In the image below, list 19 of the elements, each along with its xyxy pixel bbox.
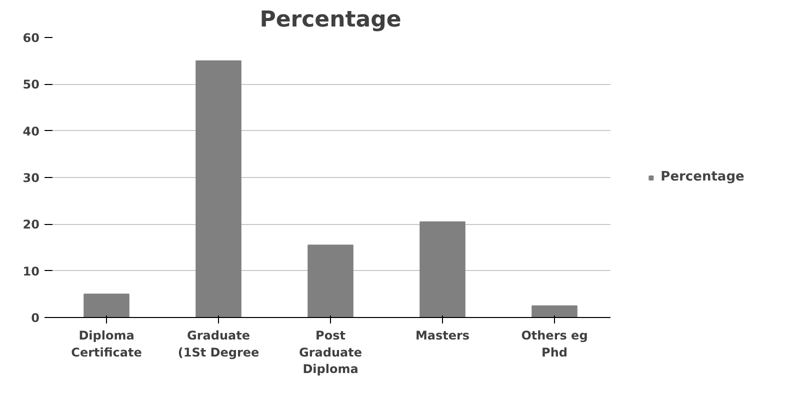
bar xyxy=(532,305,578,318)
x-tick-label: Others eg Phd xyxy=(521,328,588,360)
bar xyxy=(84,294,130,318)
x-tick-label: Graduate (1St Degree xyxy=(178,328,260,360)
bar xyxy=(196,60,242,318)
y-tick-label: 30 xyxy=(22,171,40,185)
y-tick-label: 50 xyxy=(22,78,40,92)
y-tick-label: 0 xyxy=(31,311,40,325)
y-tick-label: 60 xyxy=(22,31,40,45)
y-tick-label: 10 xyxy=(22,264,40,278)
bar xyxy=(308,244,354,318)
chart-title: Percentage xyxy=(260,8,402,32)
y-tick-label: 20 xyxy=(22,218,40,232)
legend-label: Percentage xyxy=(660,170,744,184)
x-tick-label: Diploma Certificate xyxy=(71,328,142,360)
x-tick-label: Masters xyxy=(415,328,470,342)
bar xyxy=(420,221,466,318)
y-tick-label: 40 xyxy=(22,124,40,138)
x-tick-label: Post Graduate Diploma xyxy=(299,328,362,376)
